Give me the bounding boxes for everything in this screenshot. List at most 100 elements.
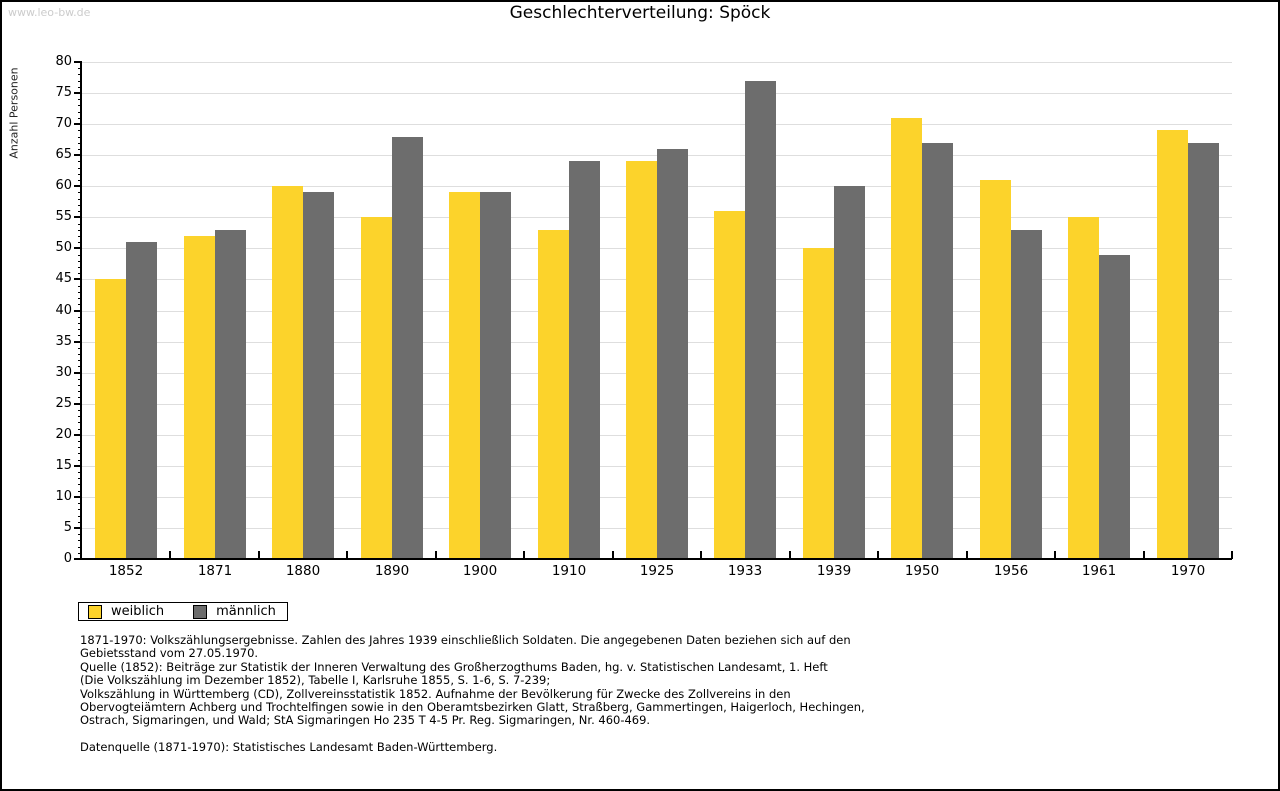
y-major-tick xyxy=(74,310,82,312)
y-major-tick xyxy=(74,185,82,187)
x-tick-label: 1970 xyxy=(1170,563,1206,579)
legend-label-weiblich: weiblich xyxy=(111,604,165,619)
y-major-tick xyxy=(74,92,82,94)
bar-weiblich-1890 xyxy=(361,217,392,559)
y-major-tick xyxy=(74,403,82,405)
bar-männlich-1956 xyxy=(1011,230,1042,559)
legend-label-maennlich: männlich xyxy=(216,604,276,619)
x-boundary-tick xyxy=(169,551,171,559)
gridline xyxy=(82,93,1232,94)
bar-weiblich-1956 xyxy=(980,180,1011,559)
x-tick-label: 1956 xyxy=(993,563,1029,579)
bar-weiblich-1925 xyxy=(626,161,657,559)
x-boundary-tick xyxy=(789,551,791,559)
x-tick-label: 1925 xyxy=(639,563,675,579)
footer-line: Datenquelle (1871-1970): Statistisches L… xyxy=(80,740,498,755)
footer-line: Gebietsstand vom 27.05.1970. xyxy=(80,646,259,661)
y-major-tick xyxy=(74,341,82,343)
x-boundary-tick xyxy=(346,551,348,559)
x-tick-label: 1961 xyxy=(1081,563,1117,579)
y-major-tick xyxy=(74,372,82,374)
bar-weiblich-1852 xyxy=(95,279,126,559)
y-tick-label: 70 xyxy=(55,116,72,131)
bar-weiblich-1871 xyxy=(184,236,215,559)
footer-line: 1871-1970: Volkszählungsergebnisse. Zahl… xyxy=(80,633,851,647)
bar-männlich-1961 xyxy=(1099,255,1130,559)
bar-männlich-1939 xyxy=(834,186,865,559)
legend-swatch-weiblich xyxy=(88,604,102,619)
y-major-tick xyxy=(74,154,82,156)
bar-männlich-1871 xyxy=(215,230,246,559)
bar-männlich-1900 xyxy=(480,192,511,559)
bar-weiblich-1961 xyxy=(1068,217,1099,559)
y-major-tick xyxy=(74,465,82,467)
y-axis-line xyxy=(80,62,82,559)
y-tick-label: 45 xyxy=(55,271,72,286)
bar-männlich-1910 xyxy=(569,161,600,559)
y-tick-label: 0 xyxy=(63,551,72,566)
y-axis-label: Anzahl Personen xyxy=(7,67,21,159)
y-major-tick xyxy=(74,123,82,125)
y-major-tick xyxy=(74,61,82,63)
x-axis-line xyxy=(80,558,1232,560)
footer-line: Ostrach, Sigmaringen, und Wald; StA Sigm… xyxy=(80,713,651,728)
legend-swatch-maennlich xyxy=(193,604,208,619)
bar-weiblich-1880 xyxy=(272,186,303,559)
y-tick-label: 75 xyxy=(55,85,72,100)
y-tick-label: 20 xyxy=(55,427,72,442)
bar-männlich-1890 xyxy=(392,137,423,559)
x-boundary-tick xyxy=(1143,551,1145,559)
x-tick-label: 1890 xyxy=(374,563,410,579)
x-boundary-tick xyxy=(435,551,437,559)
x-boundary-tick xyxy=(1231,551,1233,559)
y-tick-label: 5 xyxy=(63,520,72,535)
y-tick-label: 10 xyxy=(55,489,72,504)
bar-weiblich-1933 xyxy=(714,211,745,559)
bar-männlich-1933 xyxy=(745,81,776,559)
footer-line: (Die Volkszählung im Dezember 1852), Tab… xyxy=(80,673,551,688)
y-tick-label: 35 xyxy=(55,334,72,349)
y-tick-label: 50 xyxy=(55,240,72,255)
y-tick-label: 80 xyxy=(55,54,72,69)
y-major-tick xyxy=(74,558,82,560)
bar-weiblich-1900 xyxy=(449,192,480,559)
x-boundary-tick xyxy=(1054,551,1056,559)
source-footnote: 1871-1970: Volkszählungsergebnisse. Zahl… xyxy=(80,633,1210,755)
x-tick-label: 1900 xyxy=(462,563,498,579)
footer-line xyxy=(80,728,1210,741)
y-major-tick xyxy=(74,247,82,249)
x-boundary-tick xyxy=(966,551,968,559)
bar-männlich-1880 xyxy=(303,192,334,559)
y-major-tick xyxy=(74,434,82,436)
x-tick-label: 1950 xyxy=(904,563,940,579)
y-tick-label: 25 xyxy=(55,396,72,411)
y-major-tick xyxy=(74,496,82,498)
x-boundary-tick xyxy=(612,551,614,559)
footer-line: Obervogteiämtern Achberg und Trochtelfin… xyxy=(80,700,865,715)
y-tick-label: 40 xyxy=(55,303,72,318)
bar-weiblich-1970 xyxy=(1157,130,1188,559)
y-tick-label: 30 xyxy=(55,365,72,380)
y-tick-label: 65 xyxy=(55,147,72,162)
footer-line: Quelle (1852): Beiträge zur Statistik de… xyxy=(80,659,828,674)
bar-männlich-1950 xyxy=(922,143,953,559)
legend: weiblich männlich xyxy=(78,602,288,621)
x-tick-label: 1880 xyxy=(285,563,321,579)
x-tick-label: 1933 xyxy=(727,563,763,579)
footer-line: Volkszählung in Württemberg (CD), Zollve… xyxy=(80,686,791,701)
y-major-tick xyxy=(74,216,82,218)
y-major-tick xyxy=(74,527,82,529)
y-major-tick xyxy=(74,278,82,280)
x-boundary-tick xyxy=(258,551,260,559)
bar-männlich-1925 xyxy=(657,149,688,559)
x-boundary-tick xyxy=(877,551,879,559)
x-boundary-tick xyxy=(700,551,702,559)
x-tick-label: 1910 xyxy=(551,563,587,579)
y-tick-label: 15 xyxy=(55,458,72,473)
x-boundary-tick xyxy=(523,551,525,559)
gridline xyxy=(82,124,1232,125)
bar-weiblich-1950 xyxy=(891,118,922,559)
bar-weiblich-1939 xyxy=(803,248,834,559)
x-tick-label: 1939 xyxy=(816,563,852,579)
